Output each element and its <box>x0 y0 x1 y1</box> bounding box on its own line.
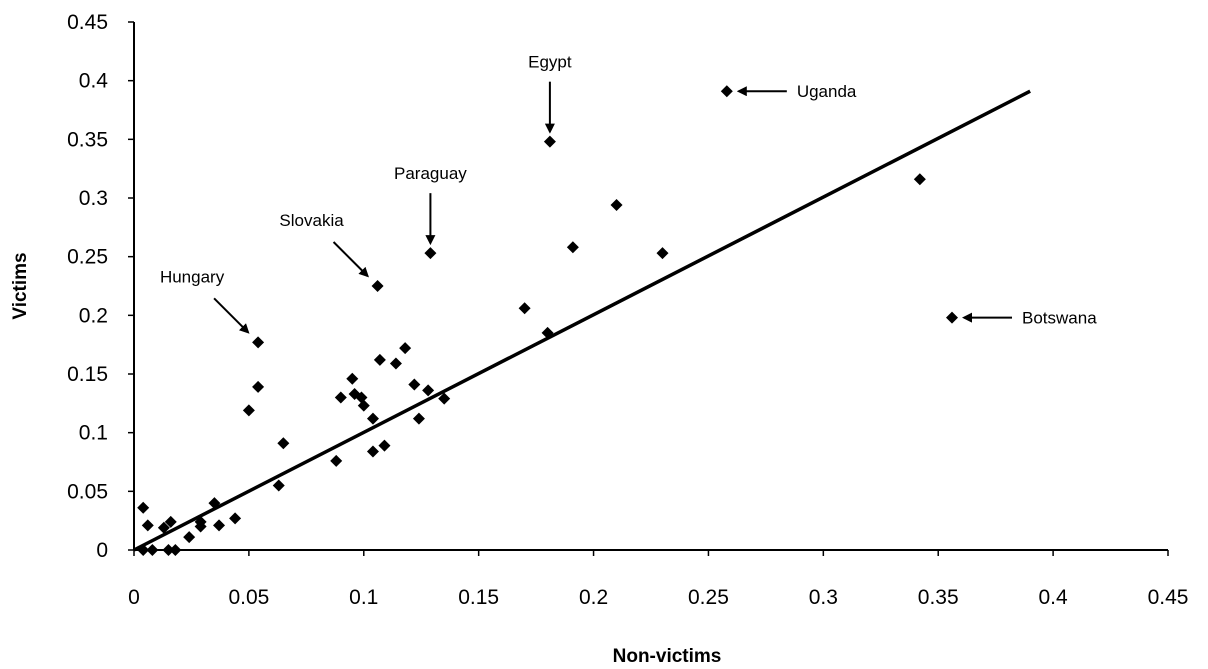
data-point <box>252 380 265 393</box>
trendline <box>133 89 1031 552</box>
y-tick-label: 0.1 <box>79 422 108 445</box>
data-point <box>330 454 343 467</box>
data-point <box>169 544 182 556</box>
annotation-label: Paraguay <box>394 164 467 183</box>
data-point <box>208 497 221 510</box>
data-point <box>272 479 285 492</box>
x-tick-label: 0 <box>128 586 140 609</box>
data-point <box>720 85 733 98</box>
data-point <box>373 353 386 366</box>
annotation-label: Hungary <box>160 267 225 286</box>
x-tick-label: 0.15 <box>458 586 499 609</box>
y-tick-label: 0.4 <box>79 70 109 93</box>
data-point <box>252 336 265 349</box>
x-tick-label: 0.45 <box>1148 586 1189 609</box>
trendline-group <box>133 89 1031 552</box>
y-tick-label: 0.15 <box>67 363 108 386</box>
data-point <box>183 531 196 544</box>
data-point <box>408 378 421 391</box>
data-point <box>913 173 926 186</box>
x-tick-label: 0.4 <box>1039 586 1069 609</box>
x-tick-label: 0.2 <box>579 586 608 609</box>
data-point <box>157 521 170 534</box>
data-point <box>656 247 669 260</box>
data-point <box>543 135 556 148</box>
data-point <box>371 280 384 292</box>
x-tick-label: 0.1 <box>349 586 378 609</box>
x-tick-label: 0.35 <box>918 586 959 609</box>
data-point <box>946 311 959 324</box>
y-tick-label: 0.35 <box>67 128 108 151</box>
data-point <box>518 302 531 315</box>
annotation-label: Slovakia <box>279 211 344 230</box>
axes <box>133 22 1168 551</box>
data-points <box>137 85 959 556</box>
data-point <box>277 437 290 450</box>
data-point <box>357 399 370 412</box>
data-point <box>610 199 623 212</box>
data-point <box>422 384 435 397</box>
data-point <box>137 544 150 556</box>
annotation-label: Egypt <box>528 53 572 72</box>
data-point <box>378 439 391 452</box>
data-point <box>346 372 359 385</box>
y-tick-label: 0.05 <box>67 480 108 503</box>
data-point <box>194 515 207 528</box>
data-point <box>399 342 412 355</box>
y-axis-ticks: 0 0.05 0.1 0.15 0.2 0.25 0.3 0.35 0.4 0.45 <box>67 11 134 562</box>
annotation-label: Botswana <box>1022 309 1097 328</box>
x-tick-label: 0.3 <box>809 586 838 609</box>
x-tick-label: 0.05 <box>228 586 269 609</box>
data-point <box>438 392 451 405</box>
data-point <box>389 357 402 370</box>
y-tick-label: 0.45 <box>67 11 108 34</box>
data-point <box>164 515 177 528</box>
data-point <box>424 247 437 260</box>
y-tick-label: 0.3 <box>79 187 108 210</box>
data-point <box>366 445 379 458</box>
data-point <box>229 512 242 525</box>
annotations: Egypt Uganda Paraguay Slovakia Hungary Botswa… <box>160 53 1097 334</box>
annotation-arrow <box>332 241 369 278</box>
x-axis-ticks: 0 0.05 0.1 0.15 0.2 0.25 0.3 0.35 0.4 0.45 <box>128 550 1188 609</box>
data-point <box>213 519 226 532</box>
data-point <box>137 501 150 514</box>
annotation-label: Uganda <box>797 82 857 101</box>
y-tick-label: 0 <box>96 539 108 562</box>
data-point <box>141 519 154 532</box>
data-point <box>412 412 425 425</box>
data-point <box>162 544 175 556</box>
x-tick-label: 0.25 <box>688 586 729 609</box>
data-point <box>146 544 159 556</box>
data-point <box>566 241 579 254</box>
data-point <box>242 404 255 417</box>
y-tick-label: 0.2 <box>79 304 108 327</box>
data-point <box>334 391 347 404</box>
annotation-arrow <box>213 297 250 334</box>
y-axis-title: Victims <box>10 252 31 319</box>
x-axis-title: Non-victims <box>613 646 722 667</box>
y-tick-label: 0.25 <box>67 246 108 269</box>
data-point <box>541 326 554 339</box>
data-point <box>366 412 379 425</box>
